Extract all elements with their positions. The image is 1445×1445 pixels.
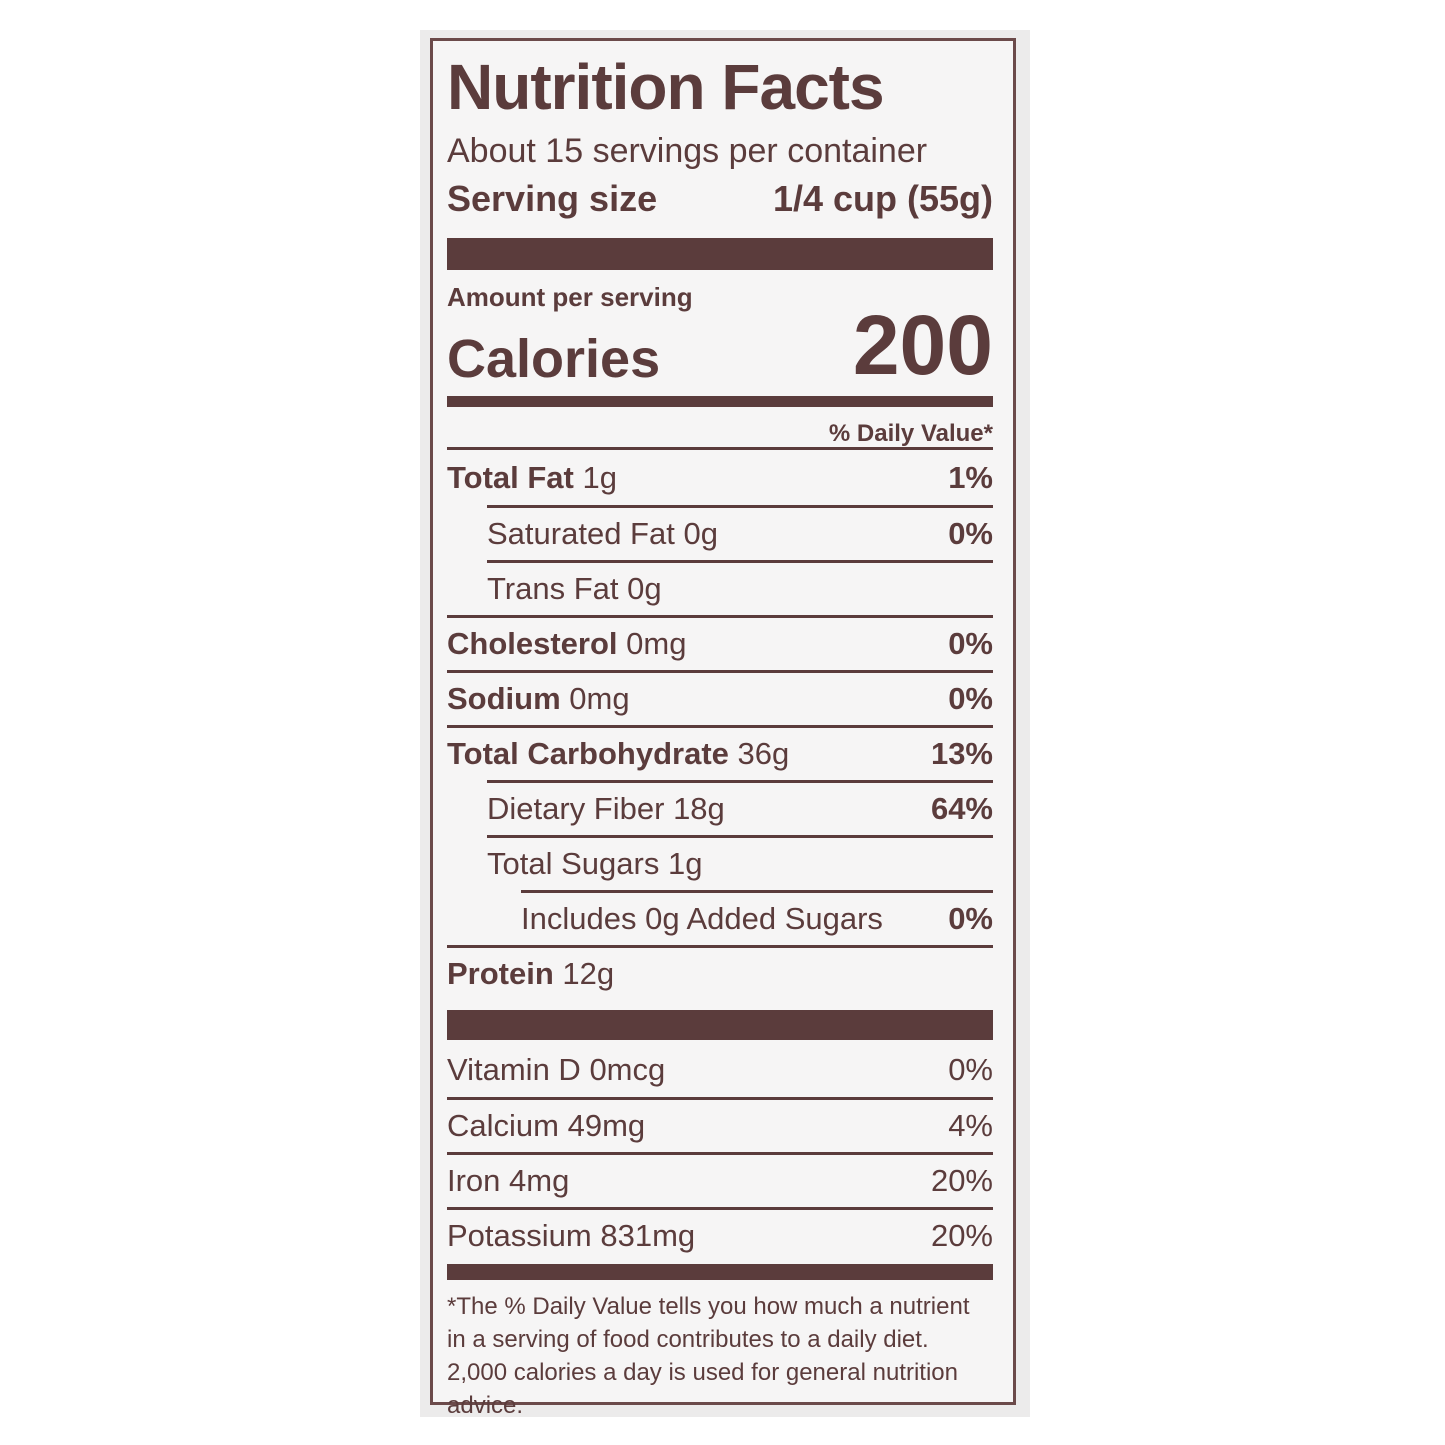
nutrient-amount: 18g: [673, 791, 725, 826]
vitamin-dv: 0%: [948, 1051, 993, 1087]
servings: About 15 servings per container: [447, 132, 928, 170]
vitamin-name: Calcium: [447, 1108, 559, 1143]
serving-size: Serving size 1/4 cup (55g): [447, 178, 993, 220]
nutrient-row: Dietary Fiber 18g 64%: [487, 780, 993, 835]
serving-size-label: Serving size: [447, 178, 658, 219]
nutrient-amount: 0g: [683, 516, 718, 551]
nutrient-row: Trans Fat 0g: [487, 560, 993, 615]
vitamin-dv: 20%: [930, 1163, 993, 1198]
nutrient-dv: 0%: [948, 681, 993, 716]
nutrient-amount: 1g: [667, 846, 703, 881]
nutrient-name: Trans Fat: [487, 571, 619, 606]
calories-value: 200: [852, 298, 993, 392]
nutrient-row: Cholesterol 0mg 0%: [447, 615, 993, 670]
nutrient-name: Dietary Fiber: [487, 791, 665, 826]
nutrient-name: Cholesterol: [447, 626, 618, 661]
calories: Calories 200: [447, 300, 993, 390]
nutrient-dv: 1%: [948, 459, 993, 495]
vitamin-name: Vitamin D: [447, 1051, 581, 1087]
serving-size-value: 1/4 cup (55g): [772, 178, 993, 219]
nutrient-name: Total Fat: [447, 459, 574, 495]
nutrient-amount: 12g: [562, 956, 615, 991]
vitamin-amount: 49mg: [567, 1108, 646, 1143]
vitamin-amount: 831mg: [600, 1218, 696, 1253]
vitamin-row: Vitamin D 0mcg 0%: [447, 1042, 993, 1097]
nutrient-row: Protein 12g: [447, 945, 993, 1000]
nutrient-row: Total Carbohydrate 36g 13%: [447, 725, 993, 780]
nutrient-dv: 0%: [948, 626, 993, 661]
medium-bar: [447, 396, 993, 407]
vitamins: Vitamin D 0mcg 0% Calcium 49mg 4% Iron 4mg…: [447, 1042, 993, 1262]
amount-per-serving: Amount per serving: [447, 282, 693, 312]
vitamin-row: Iron 4mg 20%: [447, 1152, 993, 1207]
nutrients: Total Fat 1g 1% Saturated Fat 0g 0% Trans …: [447, 447, 993, 1000]
nutrient-amount: 36g: [737, 736, 790, 771]
calories-label: Calories: [447, 329, 661, 389]
nutrient-name: Includes 0g Added Sugars: [521, 901, 883, 936]
nutrient-row: Saturated Fat 0g 0%: [487, 505, 993, 560]
nutrient-name: Total Carbohydrate: [447, 736, 729, 771]
nutrient-amount: 1g: [582, 459, 617, 495]
thick-bar: [447, 238, 993, 270]
nutrient-name: Saturated Fat: [487, 516, 675, 551]
vitamin-dv: 20%: [930, 1218, 993, 1253]
nutrient-row: Total Sugars 1g: [487, 835, 993, 890]
vitamin-amount: 4mg: [509, 1163, 570, 1198]
nutrient-amount: 0mg: [626, 626, 687, 661]
vitamin-name: Potassium: [447, 1218, 592, 1253]
nutrient-row: Includes 0g Added Sugars 0%: [521, 890, 993, 945]
vitamin-amount: 0mcg: [589, 1051, 666, 1087]
daily-value-header: % Daily Value*: [828, 420, 993, 447]
nutrient-dv: 0%: [948, 516, 993, 551]
medium-bar: [447, 1264, 993, 1280]
nutrient-name: Protein: [447, 956, 554, 991]
nutrient-amount: 0mg: [569, 681, 630, 716]
title: Nutrition Facts: [447, 51, 885, 123]
nutrient-amount: 0g: [627, 571, 662, 606]
nutrient-row: Total Fat 1g 1%: [447, 450, 993, 505]
nutrient-dv: 64%: [930, 791, 993, 826]
vitamin-row: Calcium 49mg 4%: [447, 1097, 993, 1152]
nutrient-dv: 13%: [930, 736, 993, 771]
nutrient-name: Sodium: [447, 681, 561, 716]
vitamin-row: Potassium 831mg 20%: [447, 1207, 993, 1262]
thick-bar: [447, 1010, 993, 1040]
vitamin-dv: 4%: [948, 1108, 993, 1143]
nutrient-row: Sodium 0mg 0%: [447, 670, 993, 725]
nutrient-name: Total Sugars: [487, 846, 660, 881]
footnote: *The % Daily Value tells you how much a …: [447, 1293, 970, 1419]
vitamin-name: Iron: [447, 1163, 501, 1198]
nutrient-dv: 0%: [948, 901, 993, 936]
